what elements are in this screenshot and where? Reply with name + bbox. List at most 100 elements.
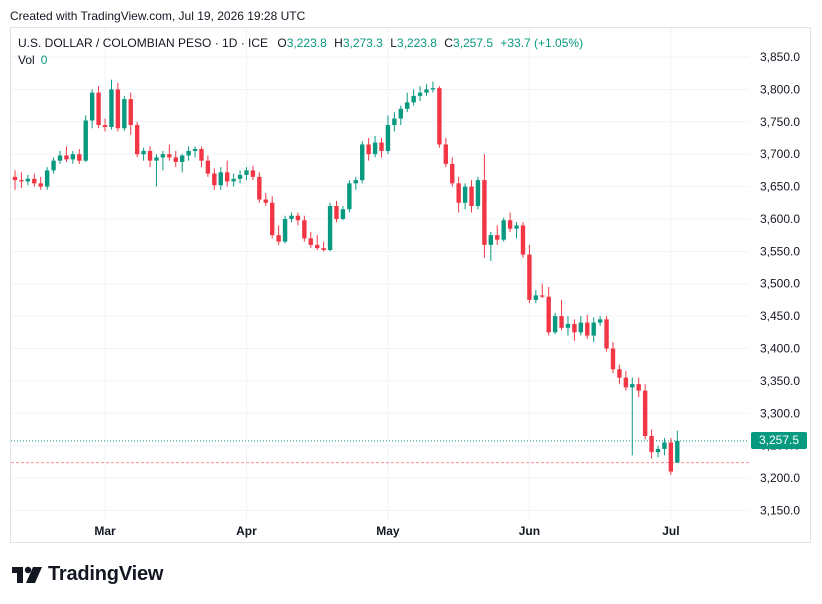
candle-body xyxy=(212,173,217,186)
candle xyxy=(199,146,204,168)
candle xyxy=(559,299,564,331)
candle-body xyxy=(443,144,449,164)
candle-body xyxy=(321,248,326,251)
last-price-tag: 3,257.5 xyxy=(751,432,807,449)
candle xyxy=(167,144,172,161)
candlestick-chart[interactable]: 3,150.03,200.03,250.03,300.03,350.03,400… xyxy=(11,28,810,542)
open-value: 3,223.8 xyxy=(286,36,327,50)
candle-body xyxy=(334,206,339,219)
candle-body xyxy=(597,319,603,323)
candle xyxy=(263,193,268,207)
candle xyxy=(115,82,121,132)
candle-body xyxy=(128,99,133,126)
candle xyxy=(96,86,101,129)
candle xyxy=(392,112,397,132)
candle-body xyxy=(199,148,204,161)
candle-body xyxy=(405,102,410,109)
candle xyxy=(218,167,223,190)
candle-body xyxy=(578,322,584,333)
candle xyxy=(662,437,667,456)
candle xyxy=(668,437,674,475)
candle xyxy=(514,222,519,239)
candle xyxy=(443,137,449,168)
candle xyxy=(610,342,616,374)
candle xyxy=(102,118,108,132)
candle-body xyxy=(469,186,474,207)
candle xyxy=(160,150,166,171)
candle-body xyxy=(501,220,506,240)
candle xyxy=(623,371,629,391)
candle-body xyxy=(38,183,43,187)
candle xyxy=(430,81,436,93)
candle-body xyxy=(231,178,236,182)
candle-body xyxy=(25,178,31,182)
candle xyxy=(347,180,352,213)
x-tick-label: May xyxy=(376,524,400,538)
candle xyxy=(51,157,56,174)
candle-body xyxy=(379,142,384,151)
candle xyxy=(527,244,532,304)
created-with-text: Created with TradingView.com, Jul 19, 20… xyxy=(10,9,306,23)
candle-body xyxy=(495,235,500,240)
candle-body xyxy=(437,88,442,145)
candle-body xyxy=(340,209,346,219)
candle xyxy=(44,167,50,190)
y-tick-label: 3,300.0 xyxy=(760,406,800,420)
candle xyxy=(173,150,178,168)
candle-body xyxy=(514,225,519,229)
candle-body xyxy=(83,120,88,161)
candle xyxy=(585,314,590,339)
candle xyxy=(462,183,468,210)
candle xyxy=(520,222,526,258)
candle xyxy=(122,95,127,131)
time-axis[interactable]: Mar Apr May Jun Jul xyxy=(94,524,679,538)
candle xyxy=(154,154,159,187)
candle xyxy=(19,172,24,188)
candle-body xyxy=(276,235,281,242)
candle xyxy=(83,115,88,162)
last-price-lines xyxy=(11,440,749,464)
candle xyxy=(540,283,545,298)
candle xyxy=(507,212,513,232)
candle xyxy=(675,430,680,463)
tradingview-brand: TradingView xyxy=(48,563,164,585)
candle-body xyxy=(173,157,178,162)
candle-body xyxy=(572,323,577,333)
candle xyxy=(617,364,622,385)
candle-body xyxy=(353,180,358,184)
volume-label: Vol xyxy=(18,53,35,67)
candle-body xyxy=(636,384,641,391)
candle xyxy=(353,176,358,190)
candle-body xyxy=(12,176,18,181)
candle xyxy=(636,377,641,398)
candle-body xyxy=(19,180,24,182)
candle xyxy=(456,176,461,213)
candle-body xyxy=(565,323,571,328)
y-tick-label: 3,350.0 xyxy=(760,374,800,388)
candle-body xyxy=(244,170,249,175)
close-value: 3,257.5 xyxy=(452,36,493,50)
candle xyxy=(38,176,43,190)
candle xyxy=(655,445,661,458)
chart-legend: U.S. DOLLAR / COLOMBIAN PESO · 1D · ICE … xyxy=(18,36,583,50)
candle-body xyxy=(263,199,268,203)
candle xyxy=(591,317,596,343)
candle xyxy=(552,312,558,335)
candle-body xyxy=(147,150,153,161)
tradingview-logo[interactable]: TradingView xyxy=(12,563,163,586)
candle-body xyxy=(70,154,76,160)
candle xyxy=(315,235,320,251)
candle xyxy=(405,92,410,113)
candle xyxy=(276,225,281,245)
candle-body xyxy=(417,92,423,96)
high-label: H xyxy=(334,36,343,50)
y-tick-label: 3,750.0 xyxy=(760,115,800,129)
price-axis[interactable]: 3,150.03,200.03,250.03,300.03,350.03,400… xyxy=(760,50,800,517)
candle xyxy=(379,137,384,158)
candle xyxy=(495,225,500,245)
candle-body xyxy=(456,183,461,203)
symbol-title[interactable]: U.S. DOLLAR / COLOMBIAN PESO · 1D · ICE xyxy=(18,36,269,50)
chart-pane[interactable]: 3,150.03,200.03,250.03,300.03,350.03,400… xyxy=(10,27,811,543)
candle xyxy=(565,316,571,336)
candle xyxy=(244,167,249,181)
